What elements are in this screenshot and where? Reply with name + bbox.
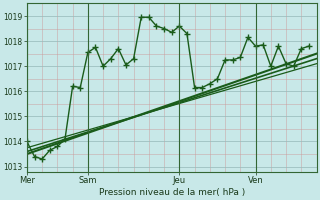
X-axis label: Pression niveau de la mer( hPa ): Pression niveau de la mer( hPa ) [99,188,245,197]
